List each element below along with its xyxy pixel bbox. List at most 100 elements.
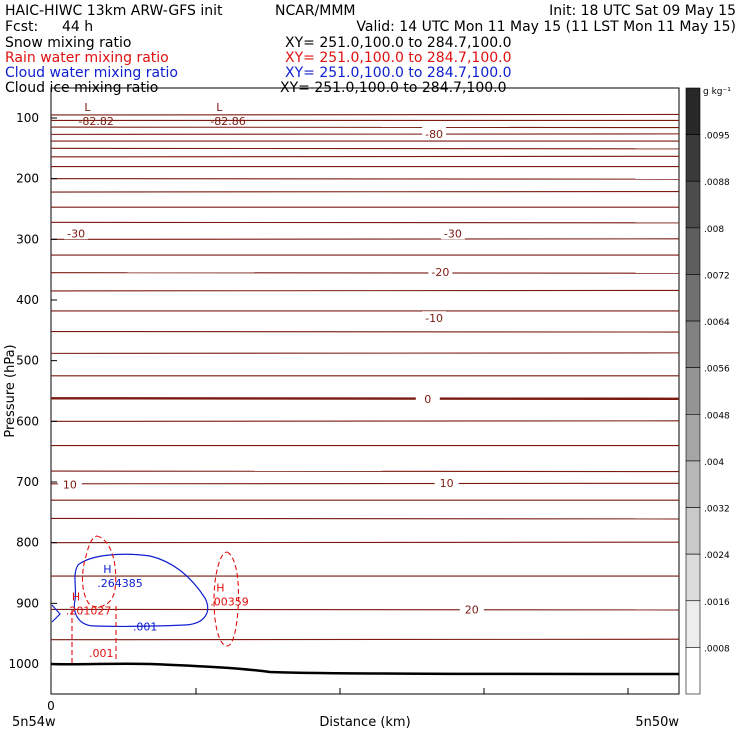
colorbar-label: .0064 (704, 318, 730, 328)
colorbar-label: .0056 (704, 365, 730, 375)
surface-line (50, 662, 680, 676)
y-tick-label: 900 (16, 596, 39, 610)
colorbar-label: .0016 (704, 598, 730, 608)
fcst-label: Fcst: (5, 19, 38, 35)
cloud-water-contour-edge (51, 604, 61, 623)
colorbar: .0095 .0088 .008 .0072 .0064 .0056 .0048 .004 .0… (685, 87, 730, 695)
temperature-label-mask (57, 477, 82, 491)
y-tick-label: 200 (16, 172, 39, 186)
extrema-labels: L-82.82L-82.86H.264385H.201027H.00359.00… (66, 101, 249, 660)
temperature-label: -30 (67, 227, 85, 240)
y-tick-label: 100 (16, 111, 39, 125)
temperature-contour-line (50, 608, 680, 611)
temperature-label-mask (459, 602, 484, 616)
colorbar-label: .0088 (704, 178, 730, 188)
field-name-snow: Snow mixing ratio (5, 35, 131, 51)
temperature-label-mask (422, 311, 447, 325)
fcst-value: 44 h (62, 19, 93, 35)
contour-label: .001 (133, 620, 158, 633)
y-tick-label: 600 (16, 414, 39, 428)
y-tick-label: 700 (16, 475, 39, 489)
field-xy-rain: XY= 251.0,100.0 to 284.7,100.0 (285, 50, 512, 66)
extremum-kind: L (216, 101, 223, 114)
colorbar-label: .0095 (704, 132, 730, 142)
colorbar-segment (685, 647, 701, 695)
temperature-label: 0 (424, 393, 431, 406)
field-xy-cloud-water: XY= 251.0,100.0 to 284.7,100.0 (285, 65, 512, 81)
temperature-contour-line (50, 113, 680, 116)
temperature-label: 20 (465, 603, 479, 616)
temperature-contours: -80 -30 -30 -20 -10 0 10 10 20 (50, 113, 680, 641)
extremum-kind: L (84, 101, 91, 114)
temperature-contour-line (50, 517, 680, 520)
colorbar-segment (685, 460, 701, 508)
extremum-value: .00359 (210, 595, 249, 608)
temperature-contour-line (50, 147, 680, 150)
colorbar-label: .0048 (704, 411, 730, 421)
colorbar-label: .0072 (704, 271, 730, 281)
plot-frame (50, 87, 680, 695)
temperature-contour-line (50, 221, 680, 224)
valid-time: Valid: 14 UTC Mon 11 May 15 (11 LST Mon … (356, 19, 736, 35)
colorbar-segment (685, 274, 701, 322)
temperature-label: 10 (440, 477, 454, 490)
field-name-cloud-water: Cloud water mixing ratio (5, 65, 178, 81)
init-time: Init: 18 UTC Sat 09 May 15 (549, 3, 736, 19)
temperature-contour-line (50, 470, 680, 473)
y-tick-label: 500 (16, 354, 39, 368)
x-endpoint-left: 5n54w (12, 715, 56, 730)
y-axis: 100 200 300 400 500 600 700 800 900 1000 (8, 111, 57, 671)
rain-water-contour-right (213, 551, 240, 647)
colorbar-label: .0024 (704, 551, 730, 561)
temperature-label-mask (64, 226, 89, 240)
temperature-contour-line (50, 638, 680, 641)
colorbar-segment (685, 227, 701, 275)
colorbar-segment (685, 134, 701, 182)
colorbar-segment (685, 367, 701, 415)
x-endpoint-right: 5n50w (635, 715, 679, 730)
x-tick-label-zero: 0 (47, 699, 55, 713)
colorbar-segment (685, 414, 701, 462)
cloud-water-contour (73, 553, 209, 628)
temperature-contour-line (50, 155, 680, 158)
temperature-label: -10 (425, 312, 443, 325)
temperature-label-mask (428, 265, 453, 279)
extremum-kind: H (103, 563, 111, 576)
colorbar-segment (685, 553, 701, 602)
y-tick-label: 800 (16, 536, 39, 550)
temperature-contour-line (50, 541, 680, 544)
temperature-contour-line (50, 272, 680, 274)
temperature-contour-line (50, 289, 680, 292)
colorbar-label: .008 (704, 225, 724, 235)
extremum-value: -82.82 (78, 115, 113, 128)
header: HAIC-HIWC 13km ARW-GFS init NCAR/MMM Ini… (5, 3, 736, 96)
colorbar-label: .004 (704, 458, 724, 468)
y-axis-label: Pressure (hPa) (3, 344, 18, 437)
temperature-label: -20 (431, 266, 449, 279)
temperature-contour-line (50, 178, 680, 180)
colorbar-segment (685, 87, 701, 135)
colorbar-label: .0008 (704, 644, 730, 654)
rain-water-contour-left (81, 535, 117, 608)
temperature-contour-line (50, 352, 680, 355)
temperature-contour-line (50, 190, 680, 193)
colorbar-unit: g kg⁻¹ (703, 87, 731, 97)
y-tick-label: 300 (16, 232, 39, 246)
colorbar-segment (685, 600, 701, 648)
x-axis-label: Distance (km) (319, 715, 410, 730)
contour-label: .001 (89, 647, 114, 660)
org-label: NCAR/MMM (275, 3, 356, 19)
field-name-rain: Rain water mixing ratio (5, 50, 169, 66)
temperature-label: -80 (425, 128, 443, 141)
temperature-contour-line (50, 420, 680, 422)
x-axis (195, 688, 629, 694)
temperature-label-mask (440, 226, 465, 240)
temperature-contour-line (50, 238, 680, 240)
y-tick-label: 1000 (8, 657, 39, 671)
temperature-label: 10 (63, 478, 77, 491)
temperature-contour-line (50, 126, 680, 129)
temperature-contour-line (50, 330, 680, 333)
temperature-contour-line (50, 397, 680, 400)
extremum-value: -82.86 (210, 115, 245, 128)
